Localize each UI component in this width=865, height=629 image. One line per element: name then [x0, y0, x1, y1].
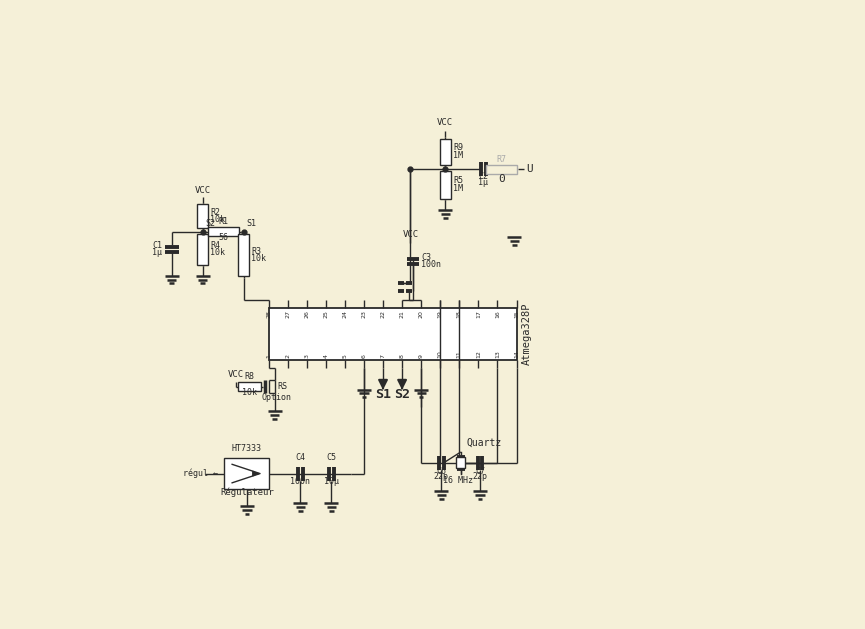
Text: 12: 12	[476, 350, 481, 358]
Text: 100n: 100n	[291, 477, 311, 486]
Text: C6: C6	[436, 467, 446, 476]
Text: 18: 18	[457, 310, 462, 318]
Text: 4: 4	[324, 354, 329, 358]
Text: 2: 2	[285, 354, 290, 358]
Text: VCC: VCC	[228, 370, 244, 379]
Bar	[486, 165, 517, 174]
Text: 1M: 1M	[453, 184, 463, 193]
Text: 7: 7	[381, 354, 386, 358]
Text: 22: 22	[381, 310, 386, 318]
Text: R1: R1	[218, 217, 228, 226]
Text: 28: 28	[266, 310, 271, 318]
Text: 27: 27	[285, 310, 290, 318]
Text: R7: R7	[497, 155, 507, 164]
Text: régul ←: régul ←	[183, 469, 218, 478]
Text: VCC: VCC	[437, 118, 453, 127]
Bar	[439, 138, 451, 165]
Text: R5: R5	[453, 177, 463, 186]
Text: 16: 16	[495, 310, 500, 318]
Bar	[268, 308, 516, 360]
Text: 26: 26	[304, 310, 309, 318]
Text: Régulateur: Régulateur	[220, 487, 273, 497]
Text: 11: 11	[457, 350, 462, 358]
Text: 10k: 10k	[210, 215, 226, 225]
Text: 8: 8	[400, 354, 405, 358]
Text: C1: C1	[152, 241, 163, 250]
Text: 16 MHz: 16 MHz	[444, 476, 473, 485]
Text: VCC: VCC	[195, 186, 211, 195]
Text: 1µ: 1µ	[478, 178, 488, 187]
Text: Atmega328P: Atmega328P	[522, 303, 532, 365]
Text: C3: C3	[421, 253, 432, 262]
Bar	[197, 233, 208, 265]
Text: 23: 23	[362, 310, 367, 318]
Text: 1: 1	[266, 354, 271, 358]
Text: C5: C5	[326, 453, 336, 462]
Text: 22p: 22p	[472, 472, 488, 481]
Bar	[439, 171, 451, 199]
Text: S1: S1	[375, 388, 391, 401]
Text: 13: 13	[495, 350, 500, 358]
Text: 5: 5	[343, 354, 348, 358]
Text: S1: S1	[246, 219, 256, 228]
Text: 9: 9	[419, 354, 424, 358]
Text: C7: C7	[475, 467, 485, 476]
Text: HT7333: HT7333	[232, 444, 262, 454]
Text: 10µ: 10µ	[324, 477, 339, 486]
Text: Quartz: Quartz	[467, 438, 503, 448]
Text: 14: 14	[514, 350, 519, 358]
Text: 10k: 10k	[210, 248, 226, 257]
Text: C4: C4	[295, 453, 305, 462]
Text: 100n: 100n	[421, 260, 441, 269]
Text: RS: RS	[277, 382, 287, 391]
Text: 22p: 22p	[434, 472, 449, 481]
Text: 10k: 10k	[242, 388, 257, 397]
Text: S2: S2	[394, 388, 410, 401]
Text: 3: 3	[304, 354, 309, 358]
Bar	[239, 234, 249, 276]
Text: 19: 19	[438, 310, 443, 318]
Bar	[224, 458, 269, 489]
Bar	[238, 382, 261, 391]
Text: VCC: VCC	[402, 230, 419, 240]
Text: 24: 24	[343, 310, 348, 318]
Text: 15: 15	[514, 310, 519, 318]
Text: R9: R9	[453, 143, 463, 152]
Text: 25: 25	[324, 310, 329, 318]
Text: 1µ: 1µ	[152, 248, 163, 257]
Text: 1M: 1M	[453, 151, 463, 160]
Text: U: U	[526, 164, 533, 174]
Text: S2: S2	[205, 220, 215, 228]
Text: 56: 56	[218, 233, 228, 242]
Text: R8: R8	[245, 372, 254, 381]
Text: 10: 10	[438, 350, 443, 358]
Text: R2: R2	[210, 208, 221, 216]
Text: R3: R3	[252, 247, 261, 255]
Bar	[208, 227, 239, 237]
Bar	[456, 457, 465, 468]
Text: Option: Option	[261, 393, 292, 403]
Bar	[197, 204, 208, 228]
Text: R4: R4	[210, 241, 221, 250]
Text: 6: 6	[362, 354, 367, 358]
Text: 20: 20	[419, 310, 424, 318]
Text: C2: C2	[478, 172, 488, 181]
Text: 0: 0	[498, 174, 505, 184]
Text: 17: 17	[476, 310, 481, 318]
Text: 10k: 10k	[252, 254, 266, 264]
Text: 21: 21	[400, 310, 405, 318]
